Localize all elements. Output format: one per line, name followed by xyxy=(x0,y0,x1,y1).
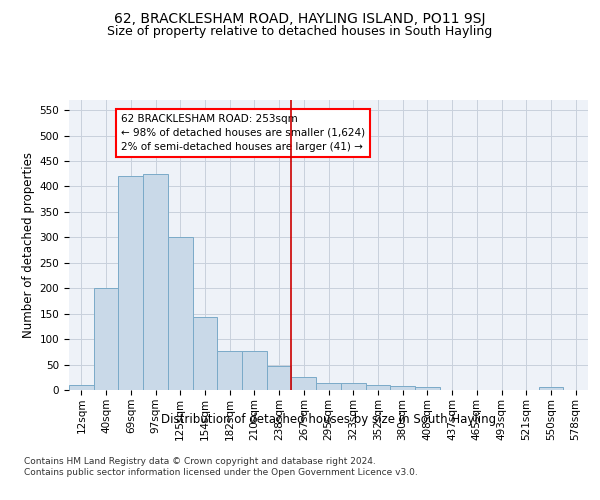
Text: Size of property relative to detached houses in South Hayling: Size of property relative to detached ho… xyxy=(107,25,493,38)
Bar xyxy=(217,351,242,390)
Bar xyxy=(143,174,168,390)
Bar xyxy=(539,388,563,390)
Bar xyxy=(69,385,94,390)
Bar xyxy=(168,238,193,390)
Bar xyxy=(341,384,365,390)
Text: 62, BRACKLESHAM ROAD, HAYLING ISLAND, PO11 9SJ: 62, BRACKLESHAM ROAD, HAYLING ISLAND, PO… xyxy=(114,12,486,26)
Text: Contains HM Land Registry data © Crown copyright and database right 2024.
Contai: Contains HM Land Registry data © Crown c… xyxy=(24,458,418,477)
Text: 62 BRACKLESHAM ROAD: 253sqm
← 98% of detached houses are smaller (1,624)
2% of s: 62 BRACKLESHAM ROAD: 253sqm ← 98% of det… xyxy=(121,114,365,152)
Bar xyxy=(118,176,143,390)
Bar xyxy=(316,384,341,390)
Bar xyxy=(415,388,440,390)
Bar xyxy=(267,366,292,390)
Bar xyxy=(390,386,415,390)
Y-axis label: Number of detached properties: Number of detached properties xyxy=(22,152,35,338)
Bar xyxy=(292,378,316,390)
Bar xyxy=(242,351,267,390)
Text: Distribution of detached houses by size in South Hayling: Distribution of detached houses by size … xyxy=(161,412,496,426)
Bar xyxy=(193,317,217,390)
Bar xyxy=(94,288,118,390)
Bar xyxy=(365,385,390,390)
